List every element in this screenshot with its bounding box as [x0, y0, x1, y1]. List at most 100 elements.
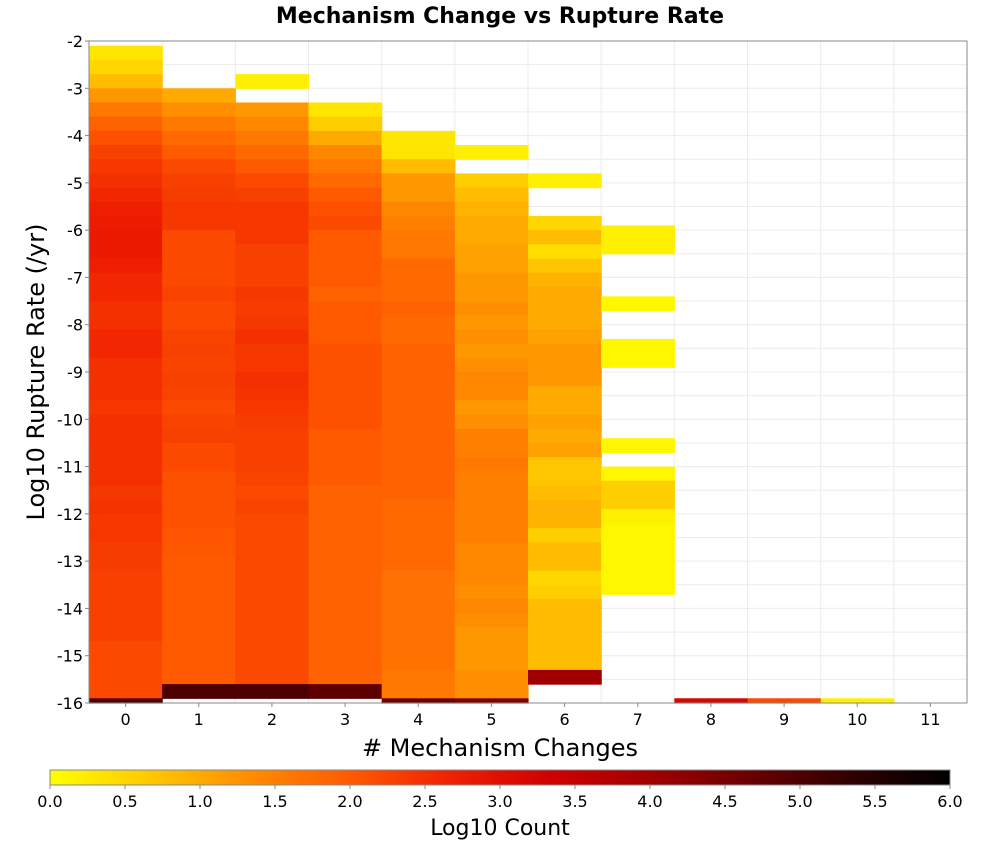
heatmap-cell — [89, 230, 163, 245]
heatmap-cell — [89, 329, 163, 345]
heatmap-cell — [308, 116, 383, 132]
heatmap-cell — [381, 584, 456, 600]
heatmap-cell — [235, 641, 310, 657]
x-tick-label: 10 — [847, 710, 867, 729]
heatmap-cell — [89, 471, 163, 487]
heatmap-cell — [235, 286, 310, 302]
heatmap-cell — [454, 414, 529, 430]
heatmap-cell — [235, 655, 310, 671]
y-tick-label: -10 — [57, 410, 83, 429]
heatmap-cell — [381, 173, 456, 189]
heatmap-cell — [162, 499, 236, 515]
heatmap-cell — [601, 480, 675, 496]
heatmap-cell — [89, 528, 163, 543]
heatmap-cell — [381, 343, 456, 359]
heatmap-cell — [820, 698, 895, 704]
heatmap-cell — [454, 230, 529, 245]
heatmap-cell — [89, 301, 163, 316]
heatmap-cell — [601, 353, 675, 368]
heatmap-cell — [162, 471, 236, 487]
heatmap-cell — [454, 357, 529, 373]
heatmap-cell — [308, 258, 383, 274]
heatmap-cell — [308, 613, 383, 628]
heatmap-cell — [308, 230, 383, 245]
heatmap-cell — [162, 386, 236, 401]
heatmap-cell — [381, 201, 456, 217]
heatmap-cell — [528, 272, 602, 288]
heatmap-cell — [89, 684, 163, 699]
heatmap-cell — [381, 215, 456, 231]
y-tick-label: -8 — [67, 316, 83, 335]
heatmap-cell — [454, 485, 529, 501]
heatmap-cell — [308, 173, 383, 189]
heatmap-cell — [381, 145, 456, 160]
heatmap-cell — [235, 315, 310, 331]
heatmap-cell — [381, 485, 456, 501]
heatmap-cell — [89, 513, 163, 529]
colorbar-tick-label: 0.0 — [37, 792, 62, 811]
heatmap-cell — [308, 386, 383, 401]
heatmap-cell — [381, 286, 456, 302]
heatmap-cell — [89, 315, 163, 331]
heatmap-cell — [308, 485, 383, 501]
x-tick-label: 5 — [486, 710, 496, 729]
heatmap-cell — [381, 457, 456, 472]
heatmap-cell — [235, 258, 310, 274]
heatmap-cell — [454, 343, 529, 359]
heatmap-cell — [454, 528, 529, 543]
heatmap-cell — [89, 627, 163, 643]
heatmap-cell — [162, 627, 236, 643]
heatmap-cell — [162, 457, 236, 472]
heatmap-cell — [308, 343, 383, 359]
heatmap-cell — [381, 442, 456, 458]
y-tick-label: -5 — [67, 174, 83, 193]
heatmap-cell — [454, 613, 529, 628]
heatmap-cell — [601, 225, 675, 241]
heatmap-cell — [528, 286, 602, 302]
heatmap-cell — [528, 513, 602, 529]
colorbar-tick-label: 3.0 — [487, 792, 512, 811]
heatmap-cell — [162, 414, 236, 430]
heatmap-cell — [89, 244, 163, 260]
heatmap-cell — [235, 116, 310, 132]
heatmap-cell — [454, 457, 529, 472]
heatmap-cell — [454, 286, 529, 302]
heatmap-cell — [381, 655, 456, 671]
heatmap-cell — [454, 244, 529, 260]
heatmap-cell — [235, 669, 310, 685]
heatmap-cell — [235, 613, 310, 628]
x-tick-label: 2 — [267, 710, 277, 729]
heatmap-cell — [235, 272, 310, 288]
heatmap-cell — [454, 542, 529, 558]
heatmap-cell — [235, 584, 310, 600]
heatmap-cell — [381, 272, 456, 288]
heatmap-cell — [235, 471, 310, 487]
heatmap-cell — [454, 173, 529, 189]
x-tick-label: 6 — [559, 710, 569, 729]
heatmap-cell — [381, 698, 456, 704]
heatmap-cell — [162, 173, 236, 189]
heatmap-cell — [162, 130, 236, 146]
heatmap-cell — [162, 513, 236, 529]
heatmap-cell — [89, 343, 163, 359]
heatmap-cell — [528, 173, 602, 189]
heatmap-cell — [308, 201, 383, 217]
heatmap-cell — [89, 159, 163, 174]
heatmap-cell — [528, 499, 602, 515]
heatmap-cell — [381, 471, 456, 487]
heatmap-cell — [601, 537, 675, 553]
heatmap-cell — [528, 357, 602, 373]
heatmap-cell — [89, 372, 163, 387]
heatmap-cell — [162, 187, 236, 203]
heatmap-cell — [235, 513, 310, 529]
heatmap-cell — [162, 613, 236, 628]
heatmap-cell — [381, 130, 456, 146]
heatmap-cell — [235, 329, 310, 345]
heatmap-cell — [454, 655, 529, 671]
colorbar-ticks: 0.0 0.5 1.0 1.5 2.0 2.5 3.0 3.5 4.0 4.5 5.0 5.5 6.0 — [37, 785, 963, 811]
y-tick-label: -4 — [67, 127, 83, 146]
heatmap-cell — [89, 272, 163, 288]
heatmap-cell — [89, 187, 163, 203]
heatmap-cell — [89, 655, 163, 671]
heatmap-cell — [601, 580, 675, 595]
